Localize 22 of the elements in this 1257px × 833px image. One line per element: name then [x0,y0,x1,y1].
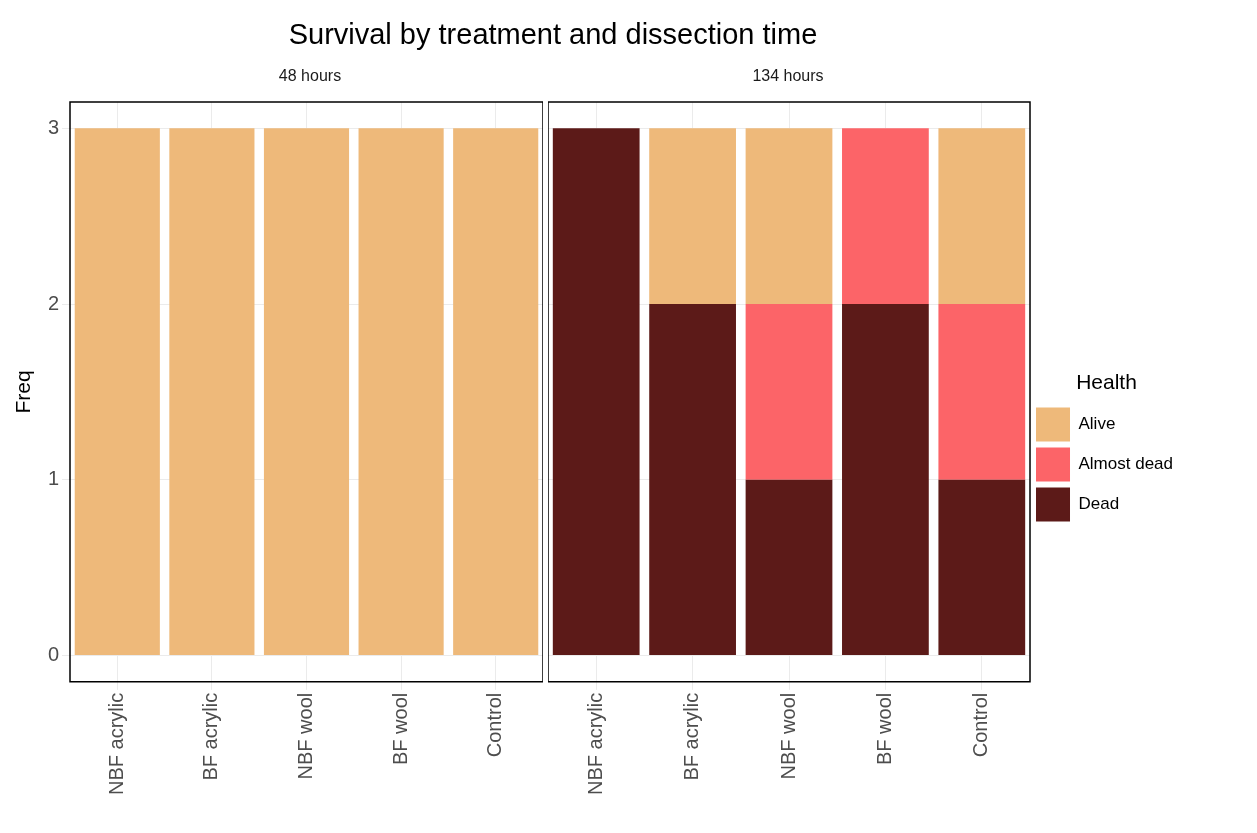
y-axis-title: Freq [11,370,35,414]
x-tick-label: Control [483,692,506,758]
x-tick-label: Control [969,692,992,758]
legend-label: Dead [1078,494,1120,514]
x-tick-label: BF wool [388,692,411,766]
legend-label: Alive [1078,414,1116,434]
x-tick-label: NBF wool [776,692,799,780]
x-tick-label: BF acrylic [199,692,222,781]
y-tick-label: 1 [47,467,59,490]
x-tick-label: NBF acrylic [104,692,127,796]
chart-title: Survival by treatment and dissection time [287,18,819,51]
chart-subtitle: 134 hours [751,67,825,85]
legend-title: Health [1076,369,1137,393]
y-tick-label: 3 [47,115,59,138]
legend-label: Almost dead [1078,454,1173,474]
x-tick-label: NBF wool [294,692,317,780]
y-tick-label: 0 [47,642,59,665]
chart-subtitle: 48 hours [277,67,343,85]
y-tick-label: 2 [47,291,59,314]
x-tick-label: BF acrylic [680,692,703,781]
x-tick-label: NBF acrylic [583,692,606,796]
x-tick-label: BF wool [872,692,895,766]
